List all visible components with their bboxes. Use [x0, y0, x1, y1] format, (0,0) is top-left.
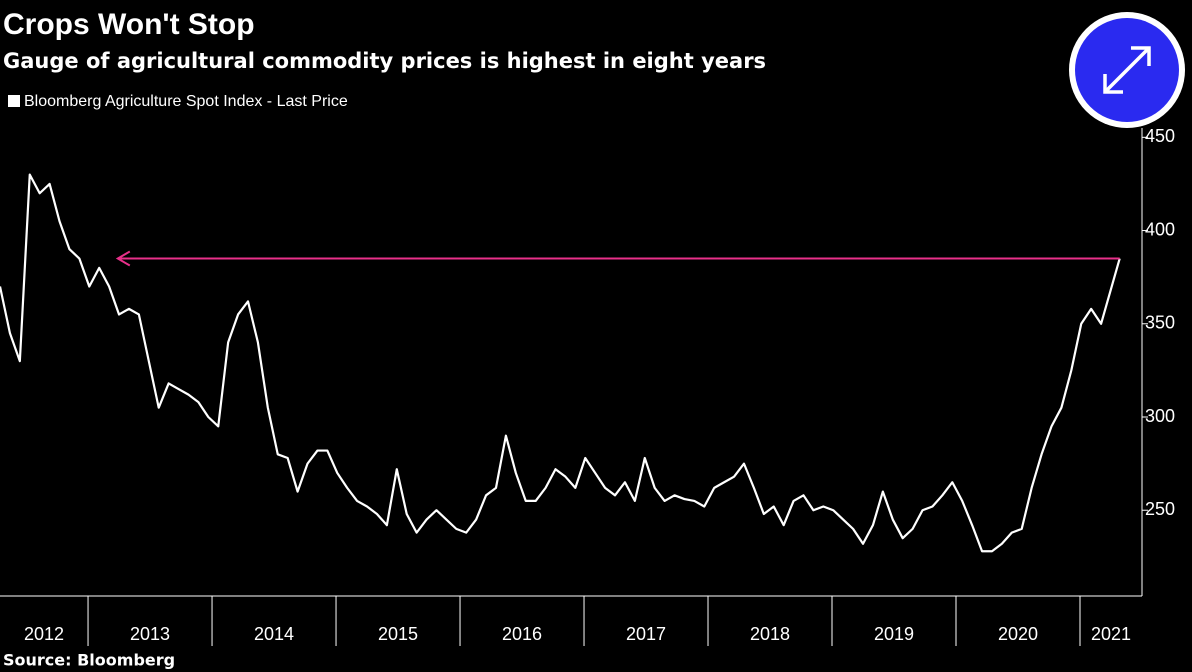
x-tick-label: 2019 [874, 624, 914, 644]
legend-label: Bloomberg Agriculture Spot Index - Last … [24, 93, 348, 110]
chart-title: Crops Won't Stop [3, 8, 255, 41]
x-tick-label: 2016 [502, 624, 542, 644]
chart-subtitle: Gauge of agricultural commodity prices i… [3, 49, 766, 73]
y-tick-label: 300 [1145, 406, 1175, 426]
series-line [0, 173, 1121, 553]
y-tick-label: 400 [1145, 219, 1175, 239]
y-tick-label: 350 [1145, 313, 1175, 333]
x-tick-label: 2018 [750, 624, 790, 644]
x-tick-label: 2015 [378, 624, 418, 644]
y-tick-label: 450 [1145, 126, 1175, 146]
source: Source: Bloomberg [3, 651, 175, 670]
reference-arrow [115, 250, 1120, 267]
x-tick-label: 2020 [998, 624, 1038, 644]
x-tick-label: 2014 [254, 624, 294, 644]
x-tick-label: 2017 [626, 624, 666, 644]
x-tick-label: 2013 [130, 624, 170, 644]
y-tick-label: 250 [1145, 499, 1175, 519]
x-tick-label: 2021 [1091, 624, 1131, 644]
x-tick-label: 2012 [24, 624, 64, 644]
expand-icon[interactable] [1103, 46, 1151, 94]
legend-swatch [8, 95, 20, 107]
expand-button[interactable] [1069, 12, 1185, 128]
